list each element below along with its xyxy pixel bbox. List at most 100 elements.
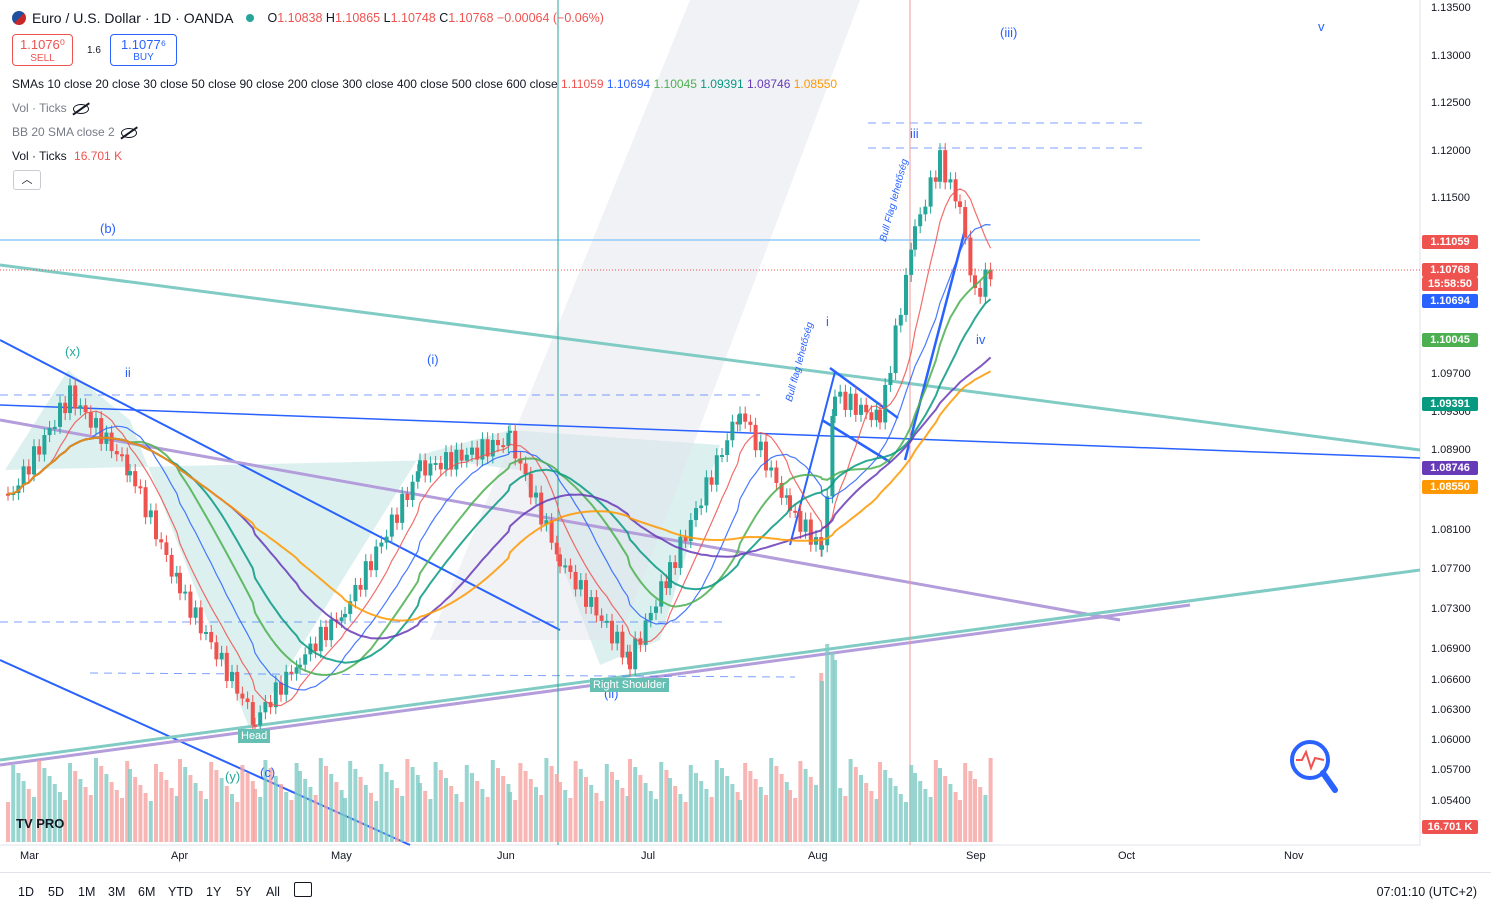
candle-body xyxy=(874,409,879,421)
wave-label[interactable]: (iii) xyxy=(1000,25,1018,40)
volume-bar xyxy=(958,800,962,842)
wave-label[interactable]: (i) xyxy=(427,352,439,367)
volume-bar xyxy=(825,644,830,842)
volume-bar xyxy=(983,795,988,842)
symbol-title[interactable]: Euro / U.S. Dollar · 1D · OANDA xyxy=(32,10,234,26)
sell-button[interactable]: 1.1076⁰ SELL xyxy=(12,34,73,66)
volume-bar xyxy=(444,778,448,842)
timeframe-ytd[interactable]: YTD xyxy=(168,885,193,899)
wave-label[interactable]: i xyxy=(826,314,829,329)
wave-label[interactable]: (c) xyxy=(260,765,276,780)
sma-value: 1.08746 xyxy=(743,77,791,91)
volume-bar xyxy=(68,763,72,842)
wave-label[interactable]: iii xyxy=(910,126,919,141)
candle-body xyxy=(358,584,363,590)
volume-bar xyxy=(410,767,415,842)
timeframe-1m[interactable]: 1M xyxy=(78,885,96,899)
timeframe-1y[interactable]: 1Y xyxy=(206,885,222,899)
volume-bar xyxy=(415,775,420,842)
wave-label[interactable]: iv xyxy=(976,332,986,347)
sma-legend[interactable]: SMAs 10 close 20 close 30 close 50 close… xyxy=(12,77,838,91)
candle-body xyxy=(808,519,813,545)
volume-bar xyxy=(464,765,469,842)
candle-body xyxy=(948,179,953,183)
volume-bar xyxy=(449,786,454,842)
volume-bar xyxy=(898,794,903,842)
price-tag: 1.10694 xyxy=(1422,294,1478,308)
volume-bar xyxy=(501,776,506,842)
vol-legend[interactable]: Vol · Ticks 16.701 K xyxy=(12,149,123,163)
market-status-icon xyxy=(245,14,254,22)
volume-bar xyxy=(568,798,573,842)
volume-bar xyxy=(843,796,848,842)
candle-body xyxy=(798,511,803,532)
volume-bar xyxy=(485,797,490,842)
candle-body xyxy=(753,424,758,451)
timeframe-5y[interactable]: 5Y xyxy=(236,885,252,899)
candle-body xyxy=(214,642,219,660)
candle-body xyxy=(253,724,257,727)
candle-body xyxy=(848,393,853,410)
candle-body xyxy=(963,207,968,238)
vol-hidden-legend[interactable]: Vol · Ticks xyxy=(12,101,89,115)
hidden-eye-icon[interactable] xyxy=(72,103,89,114)
timeframe-3m[interactable]: 3M xyxy=(108,885,126,899)
candle-body xyxy=(263,702,268,713)
wave-label[interactable]: (x) xyxy=(65,344,81,359)
wave-label[interactable]: ii xyxy=(125,365,131,380)
candle-body xyxy=(615,631,620,644)
volume-bar xyxy=(159,772,164,842)
candle-body xyxy=(883,384,888,423)
volume-bar xyxy=(758,787,763,842)
buy-button[interactable]: 1.1077⁶ BUY xyxy=(110,34,177,66)
candle-body xyxy=(654,606,658,613)
candle-body xyxy=(318,626,323,652)
volume-bar xyxy=(558,782,562,842)
volume-bar xyxy=(389,780,394,842)
volume-bar xyxy=(104,774,109,842)
wave-label[interactable]: Right Shoulder xyxy=(590,678,669,692)
volume-bar xyxy=(628,759,632,842)
wave-label[interactable]: (y) xyxy=(225,769,241,784)
candle-body xyxy=(688,520,693,542)
candle-body xyxy=(83,405,88,413)
volume-bar xyxy=(859,775,863,842)
volume-bar xyxy=(230,794,234,842)
candle-body xyxy=(933,177,938,182)
candle-body xyxy=(625,651,630,658)
price-tick-label: 1.11500 xyxy=(1431,192,1470,204)
candle-body xyxy=(32,446,36,475)
timeframe-5d[interactable]: 5D xyxy=(48,885,64,899)
volume-bar xyxy=(250,781,255,842)
candle-body xyxy=(673,562,678,568)
volume-bar xyxy=(21,781,26,842)
bb-legend[interactable]: BB 20 SMA close 2 xyxy=(12,125,137,139)
wave-label[interactable]: Head xyxy=(238,729,271,743)
candle-body xyxy=(174,572,179,577)
candle-body xyxy=(743,413,748,422)
volume-bar xyxy=(779,774,784,842)
candle-body xyxy=(148,510,153,518)
candle-body xyxy=(549,520,554,543)
volume-bar xyxy=(513,800,518,842)
volume-bar xyxy=(913,773,917,842)
volume-bar xyxy=(928,797,933,842)
wave-label[interactable]: (b) xyxy=(100,221,116,236)
candle-body xyxy=(94,418,98,428)
symbol-flag-icon xyxy=(12,11,26,25)
timeframe-1d[interactable]: 1D xyxy=(18,885,34,899)
volume-bar xyxy=(88,795,93,842)
calendar-icon[interactable] xyxy=(294,882,312,897)
timeframe-6m[interactable]: 6M xyxy=(138,885,156,899)
candle-body xyxy=(584,580,588,607)
volume-bar xyxy=(678,794,683,842)
volume-bar xyxy=(808,777,813,842)
candle-body xyxy=(659,581,664,607)
collapse-legend-button[interactable]: ︿ xyxy=(13,170,41,190)
volume-bar xyxy=(544,758,549,842)
volume-bar xyxy=(363,785,368,842)
hidden-eye-icon[interactable] xyxy=(120,127,137,138)
timeframe-all[interactable]: All xyxy=(266,885,280,899)
wave-label[interactable]: v xyxy=(1318,19,1325,34)
